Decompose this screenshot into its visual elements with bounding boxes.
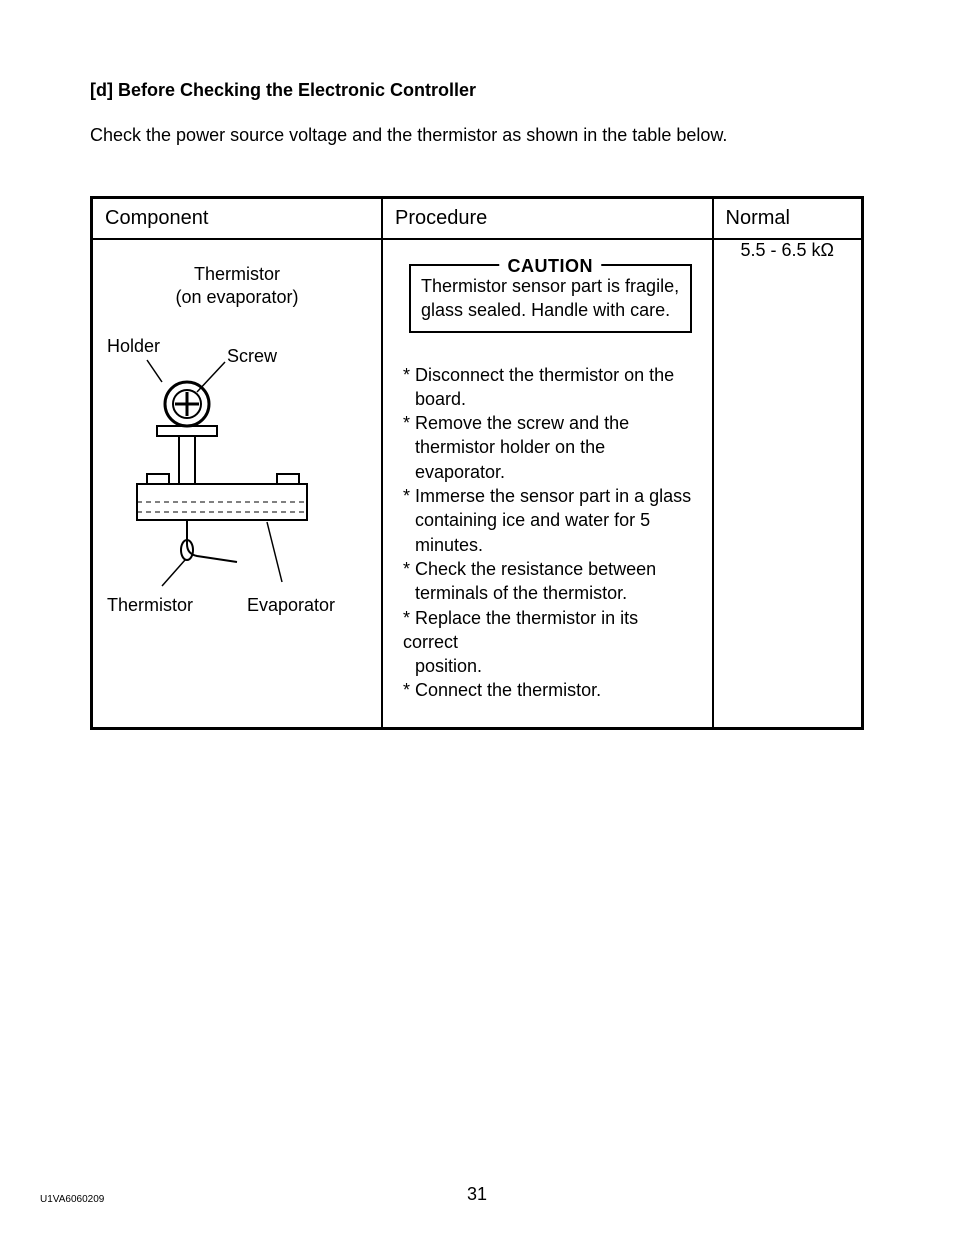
thermistor-diagram: Holder Screw: [107, 336, 367, 616]
procedure-steps: * Disconnect the thermistor on the board…: [403, 363, 698, 703]
component-subtitle: (on evaporator): [107, 287, 367, 308]
page-content: [d] Before Checking the Electronic Contr…: [0, 0, 954, 770]
intro-text: Check the power source voltage and the t…: [90, 125, 864, 146]
step-line: * Replace the thermistor in its correct: [403, 606, 698, 655]
step-line: containing ice and water for 5: [403, 508, 698, 532]
step-line: * Disconnect the thermistor on the: [403, 363, 698, 387]
step-line: board.: [403, 387, 698, 411]
table-row: Thermistor (on evaporator) Holder Screw: [92, 239, 863, 728]
check-table: Component Procedure Normal Thermistor (o…: [90, 196, 864, 730]
step-line: * Connect the thermistor.: [403, 678, 698, 702]
col-header-normal: Normal: [713, 198, 863, 240]
evaporator-diagram-icon: [107, 354, 357, 594]
page-number: 31: [0, 1184, 954, 1205]
label-thermistor: Thermistor: [107, 595, 193, 616]
table-header-row: Component Procedure Normal: [92, 198, 863, 240]
step-line: thermistor holder on the evaporator.: [403, 435, 698, 484]
cell-component: Thermistor (on evaporator) Holder Screw: [92, 239, 383, 728]
step-line: * Immerse the sensor part in a glass: [403, 484, 698, 508]
step-line: minutes.: [403, 533, 698, 557]
col-header-procedure: Procedure: [382, 198, 713, 240]
caution-title: CAUTION: [500, 254, 602, 278]
cell-procedure: CAUTION Thermistor sensor part is fragil…: [382, 239, 713, 728]
col-header-component: Component: [92, 198, 383, 240]
step-line: * Remove the screw and the: [403, 411, 698, 435]
caution-box: CAUTION Thermistor sensor part is fragil…: [409, 264, 692, 333]
step-line: * Check the resistance between: [403, 557, 698, 581]
component-title: Thermistor: [107, 264, 367, 285]
cell-normal: 5.5 - 6.5 kΩ: [713, 239, 863, 728]
step-line: position.: [403, 654, 698, 678]
label-evaporator: Evaporator: [247, 595, 335, 616]
section-heading: [d] Before Checking the Electronic Contr…: [90, 80, 864, 101]
caution-line: glass sealed. Handle with care.: [421, 298, 680, 322]
step-line: terminals of the thermistor.: [403, 581, 698, 605]
